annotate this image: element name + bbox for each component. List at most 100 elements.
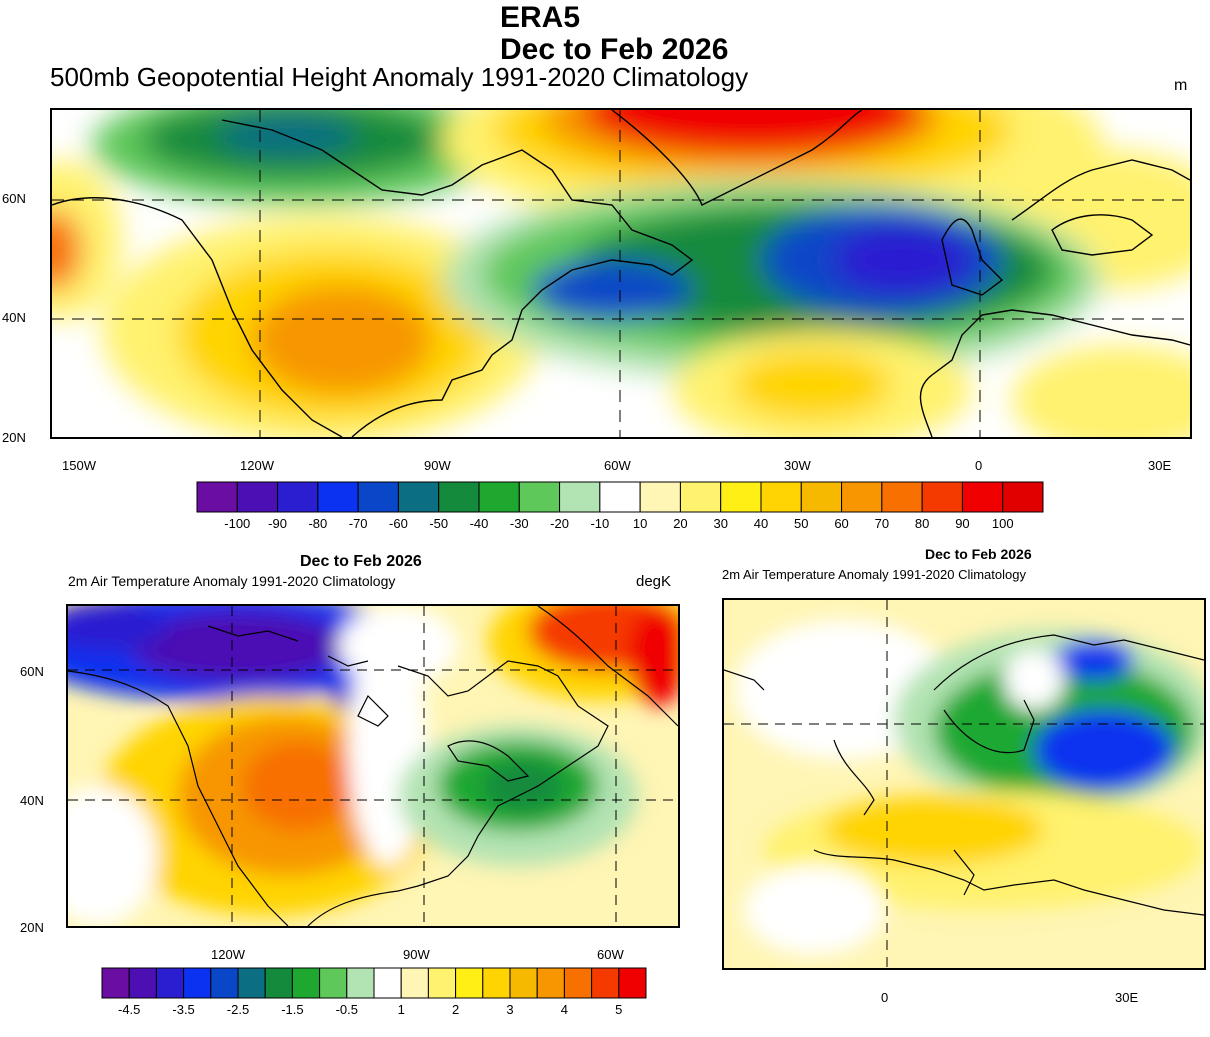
left-map [66,604,680,928]
top-colorbar-tick-label: -60 [389,516,408,531]
top-colorbar-tick-label: 20 [673,516,687,531]
left-colorbar: -4.5 -3.5 -2.5 -1.5 -0.5 1 2 3 4 5 [101,967,647,1017]
top-colorbar-swatch [559,481,601,513]
left-lon-label-60w: 60W [597,947,624,962]
top-colorbar-swatch [639,481,681,513]
left-map-subtitle: 2m Air Temperature Anomaly 1991-2020 Cli… [68,573,396,589]
figure-subtitle-period: Dec to Feb 2026 [500,33,729,66]
left-colorbar-swatch [536,967,565,999]
top-lon-label-30e: 30E [1148,458,1172,473]
left-colorbar-swatch [400,967,429,999]
left-lon-label-120w: 120W [211,947,245,962]
top-colorbar-swatch [357,481,399,513]
top-map-subtitle: 500mb Geopotential Height Anomaly 1991-2… [50,62,749,92]
top-colorbar-tick-label: -80 [308,516,327,531]
top-colorbar-swatch [236,481,279,513]
top-colorbar-swatch [679,481,722,513]
right-lon-label-30e: 30E [1115,990,1139,1005]
left-map-units: degK [636,573,672,590]
left-colorbar-swatch [373,967,402,999]
left-colorbar-swatch [319,967,348,999]
top-colorbar-tick-label: 50 [794,516,808,531]
top-colorbar-tick-label: -20 [550,516,569,531]
left-lat-label-20n: 20N [20,920,44,935]
top-lon-label-30w: 30W [784,458,811,473]
top-colorbar-tick-label: 10 [633,516,647,531]
top-colorbar-swatch [599,481,641,513]
top-map [50,108,1192,439]
top-colorbar-tick-label: 80 [915,516,929,531]
top-lon-label-90w: 90W [424,458,451,473]
left-colorbar-swatch [346,967,375,999]
top-colorbar-swatch [317,481,359,513]
left-colorbar-swatch [455,967,484,999]
top-colorbar: -100 -90 -80 -70 -60 -50 -40 -30 -20 -10 10 20 30 40 5… [196,481,1044,531]
top-colorbar-swatch [518,481,561,513]
top-colorbar-tick-label: -40 [470,516,489,531]
top-colorbar-swatch [720,481,762,513]
left-colorbar-tick-label: -2.5 [227,1002,249,1017]
top-colorbar-tick-label: -10 [590,516,609,531]
left-colorbar-swatch [618,967,647,999]
top-colorbar-swatch [196,481,238,513]
left-map-title: Dec to Feb 2026 [300,553,422,570]
top-colorbar-tick-label: 40 [754,516,768,531]
left-lon-label-90w: 90W [403,947,430,962]
top-lon-label-120w: 120W [240,458,274,473]
left-colorbar-swatch [482,967,511,999]
top-colorbar-swatch [277,481,319,513]
top-colorbar-tick-label: 70 [875,516,889,531]
right-map-title: Dec to Feb 2026 [925,546,1032,562]
left-colorbar-swatch [427,967,457,999]
top-colorbar-swatch [1002,481,1044,513]
left-colorbar-swatch [128,967,157,999]
top-lat-label-20n: 20N [2,430,26,445]
top-lon-label-150w: 150W [62,458,96,473]
top-colorbar-tick-label: -100 [224,516,250,531]
left-colorbar-swatch [563,967,593,999]
top-colorbar-tick-label: 30 [713,516,727,531]
top-colorbar-swatch [961,481,1004,513]
left-colorbar-tick-label: 4 [561,1002,568,1017]
top-colorbar-tick-label: 100 [992,516,1014,531]
left-colorbar-tick-label: -3.5 [172,1002,194,1017]
left-colorbar-swatch [291,967,321,999]
top-colorbar-tick-label: 60 [834,516,848,531]
top-colorbar-tick-label: -70 [349,516,368,531]
right-lon-label-0: 0 [881,990,889,1005]
top-lon-label-0: 0 [975,458,983,473]
top-colorbar-swatch [760,481,802,513]
top-colorbar-swatch [397,481,440,513]
left-colorbar-swatch [264,967,293,999]
left-colorbar-swatch [183,967,212,999]
right-map [722,598,1206,970]
top-colorbar-swatch [800,481,843,513]
right-map-subtitle: 2m Air Temperature Anomaly 1991-2020 Cli… [722,567,1026,582]
left-colorbar-swatch [155,967,185,999]
left-colorbar-swatch [101,967,130,999]
left-lat-label-40n: 40N [20,793,44,808]
left-colorbar-tick-label: -4.5 [118,1002,140,1017]
top-colorbar-swatch [881,481,923,513]
top-colorbar-tick-label: -50 [429,516,448,531]
left-colorbar-swatch [237,967,266,999]
top-colorbar-swatch [921,481,963,513]
left-colorbar-swatch [591,967,620,999]
top-lon-label-60w: 60W [604,458,631,473]
top-colorbar-swatch [438,481,480,513]
figure-title: ERA5 [500,1,581,34]
top-map-field [52,110,1190,437]
left-colorbar-tick-label: 3 [506,1002,513,1017]
top-colorbar-swatch [478,481,520,513]
top-colorbar-tick-label: -90 [268,516,287,531]
left-colorbar-tick-label: 5 [615,1002,622,1017]
top-lat-label-60n: 60N [2,191,26,206]
top-lat-label-40n: 40N [2,310,26,325]
top-map-units: m [1174,77,1188,94]
top-colorbar-tick-label: -30 [510,516,529,531]
left-colorbar-tick-label: 2 [452,1002,459,1017]
left-colorbar-tick-label: -1.5 [281,1002,303,1017]
left-colorbar-tick-label: -0.5 [336,1002,358,1017]
top-colorbar-swatch [841,481,883,513]
right-map-field [724,600,1204,968]
